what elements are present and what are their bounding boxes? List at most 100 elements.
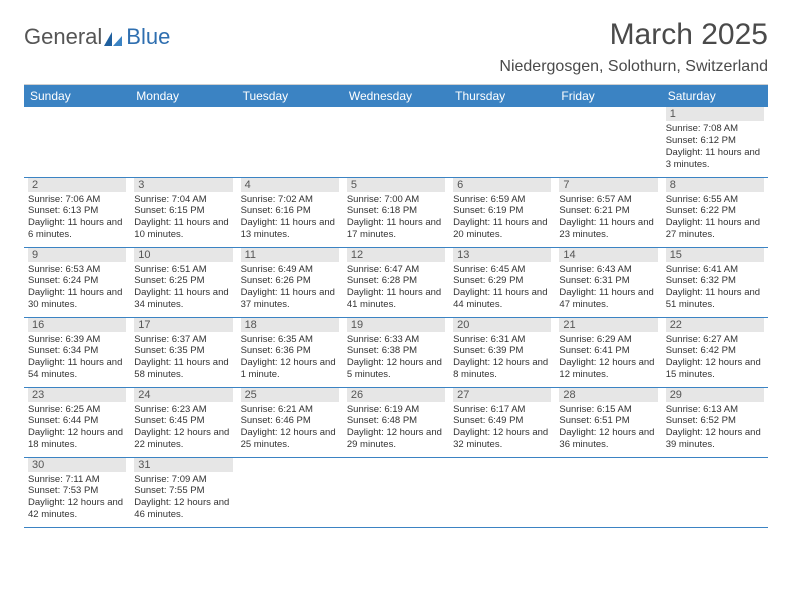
weekday-header: Saturday (662, 85, 768, 107)
day-number: 9 (28, 248, 126, 262)
sunset-text: Sunset: 6:29 PM (453, 275, 551, 287)
sunset-text: Sunset: 6:28 PM (347, 275, 445, 287)
weekday-header: Thursday (449, 85, 555, 107)
sunrise-text: Sunrise: 6:51 AM (134, 264, 232, 276)
day-number: 27 (453, 388, 551, 402)
day-info: Sunrise: 6:57 AMSunset: 6:21 PMDaylight:… (559, 194, 657, 242)
day-info: Sunrise: 7:04 AMSunset: 6:15 PMDaylight:… (134, 194, 232, 242)
calendar-header-row: Sunday Monday Tuesday Wednesday Thursday… (24, 85, 768, 107)
sunrise-text: Sunrise: 6:57 AM (559, 194, 657, 206)
day-info: Sunrise: 6:43 AMSunset: 6:31 PMDaylight:… (559, 264, 657, 312)
sunrise-text: Sunrise: 6:59 AM (453, 194, 551, 206)
sunrise-text: Sunrise: 6:43 AM (559, 264, 657, 276)
day-info: Sunrise: 7:08 AMSunset: 6:12 PMDaylight:… (666, 123, 764, 171)
day-info: Sunrise: 6:17 AMSunset: 6:49 PMDaylight:… (453, 404, 551, 452)
day-info: Sunrise: 6:51 AMSunset: 6:25 PMDaylight:… (134, 264, 232, 312)
weekday-header: Friday (555, 85, 661, 107)
day-number: 22 (666, 318, 764, 332)
daylight-text: Daylight: 11 hours and 20 minutes. (453, 217, 551, 241)
sunset-text: Sunset: 6:34 PM (28, 345, 126, 357)
day-info: Sunrise: 6:59 AMSunset: 6:19 PMDaylight:… (453, 194, 551, 242)
daylight-text: Daylight: 11 hours and 47 minutes. (559, 287, 657, 311)
sunrise-text: Sunrise: 6:35 AM (241, 334, 339, 346)
calendar-cell: 18 Sunrise: 6:35 AMSunset: 6:36 PMDayligh… (237, 317, 343, 387)
day-number: 25 (241, 388, 339, 402)
calendar-cell: 4Sunrise: 7:02 AMSunset: 6:16 PMDaylight… (237, 177, 343, 247)
calendar-cell: 22 Sunrise: 6:27 AMSunset: 6:42 PMDayligh… (662, 317, 768, 387)
calendar-cell: 30Sunrise: 7:11 AMSunset: 7:53 PMDayligh… (24, 457, 130, 527)
sunrise-text: Sunrise: 6:15 AM (559, 404, 657, 416)
calendar-cell (555, 457, 661, 527)
day-info: Sunrise: 6:29 AMSunset: 6:41 PMDaylight:… (559, 334, 657, 382)
daylight-text: Daylight: 11 hours and 10 minutes. (134, 217, 232, 241)
day-number: 13 (453, 248, 551, 262)
sunrise-text: Sunrise: 7:06 AM (28, 194, 126, 206)
daylight-text: Daylight: 12 hours and 32 minutes. (453, 427, 551, 451)
day-number: 16 (28, 318, 126, 332)
calendar-cell: 5 Sunrise: 7:00 AMSunset: 6:18 PMDaylight… (343, 177, 449, 247)
calendar-week-row: 9Sunrise: 6:53 AMSunset: 6:24 PMDaylight… (24, 247, 768, 317)
sunrise-text: Sunrise: 7:04 AM (134, 194, 232, 206)
sunset-text: Sunset: 6:22 PM (666, 205, 764, 217)
sunrise-text: Sunrise: 6:41 AM (666, 264, 764, 276)
sunset-text: Sunset: 6:35 PM (134, 345, 232, 357)
day-info: Sunrise: 7:00 AMSunset: 6:18 PMDaylight:… (347, 194, 445, 242)
daylight-text: Daylight: 11 hours and 3 minutes. (666, 147, 764, 171)
sunset-text: Sunset: 6:21 PM (559, 205, 657, 217)
daylight-text: Daylight: 12 hours and 8 minutes. (453, 357, 551, 381)
daylight-text: Daylight: 11 hours and 6 minutes. (28, 217, 126, 241)
sunset-text: Sunset: 6:41 PM (559, 345, 657, 357)
sunset-text: Sunset: 6:31 PM (559, 275, 657, 287)
brand-second: Blue (126, 24, 170, 50)
sunrise-text: Sunrise: 6:31 AM (453, 334, 551, 346)
calendar-cell: 11Sunrise: 6:49 AMSunset: 6:26 PMDayligh… (237, 247, 343, 317)
sunset-text: Sunset: 6:13 PM (28, 205, 126, 217)
calendar-cell: 27 Sunrise: 6:17 AMSunset: 6:49 PMDayligh… (449, 387, 555, 457)
sunrise-text: Sunrise: 7:09 AM (134, 474, 232, 486)
calendar-cell: 9Sunrise: 6:53 AMSunset: 6:24 PMDaylight… (24, 247, 130, 317)
daylight-text: Daylight: 12 hours and 39 minutes. (666, 427, 764, 451)
sunrise-text: Sunrise: 6:25 AM (28, 404, 126, 416)
day-info: Sunrise: 7:09 AMSunset: 7:55 PMDaylight:… (134, 474, 232, 522)
day-info: Sunrise: 6:35 AMSunset: 6:36 PMDaylight:… (241, 334, 339, 382)
day-info: Sunrise: 6:27 AMSunset: 6:42 PMDaylight:… (666, 334, 764, 382)
day-number: 18 (241, 318, 339, 332)
day-info: Sunrise: 6:55 AMSunset: 6:22 PMDaylight:… (666, 194, 764, 242)
day-number: 19 (347, 318, 445, 332)
sunset-text: Sunset: 6:16 PM (241, 205, 339, 217)
day-number: 10 (134, 248, 232, 262)
day-info: Sunrise: 6:19 AMSunset: 6:48 PMDaylight:… (347, 404, 445, 452)
day-info: Sunrise: 6:21 AMSunset: 6:46 PMDaylight:… (241, 404, 339, 452)
calendar-week-row: 23Sunrise: 6:25 AMSunset: 6:44 PMDayligh… (24, 387, 768, 457)
day-number: 12 (347, 248, 445, 262)
sunset-text: Sunset: 6:39 PM (453, 345, 551, 357)
sunrise-text: Sunrise: 6:17 AM (453, 404, 551, 416)
day-info: Sunrise: 6:13 AMSunset: 6:52 PMDaylight:… (666, 404, 764, 452)
daylight-text: Daylight: 12 hours and 5 minutes. (347, 357, 445, 381)
calendar-week-row: 30Sunrise: 7:11 AMSunset: 7:53 PMDayligh… (24, 457, 768, 527)
calendar-cell (130, 107, 236, 177)
sunset-text: Sunset: 6:12 PM (666, 135, 764, 147)
daylight-text: Daylight: 11 hours and 37 minutes. (241, 287, 339, 311)
calendar-cell: 2Sunrise: 7:06 AMSunset: 6:13 PMDaylight… (24, 177, 130, 247)
page-header: General Blue March 2025 Niedergosgen, So… (24, 18, 768, 76)
sunset-text: Sunset: 6:45 PM (134, 415, 232, 427)
calendar-cell (449, 457, 555, 527)
day-number: 20 (453, 318, 551, 332)
weekday-header: Sunday (24, 85, 130, 107)
day-number: 5 (347, 178, 445, 192)
sunset-text: Sunset: 6:49 PM (453, 415, 551, 427)
sunset-text: Sunset: 6:48 PM (347, 415, 445, 427)
sunrise-text: Sunrise: 6:13 AM (666, 404, 764, 416)
sunrise-text: Sunrise: 7:08 AM (666, 123, 764, 135)
sunset-text: Sunset: 6:44 PM (28, 415, 126, 427)
sunrise-text: Sunrise: 7:02 AM (241, 194, 339, 206)
brand-first: General (24, 24, 102, 50)
sunset-text: Sunset: 6:36 PM (241, 345, 339, 357)
calendar-week-row: 16Sunrise: 6:39 AMSunset: 6:34 PMDayligh… (24, 317, 768, 387)
daylight-text: Daylight: 11 hours and 41 minutes. (347, 287, 445, 311)
calendar-cell (449, 107, 555, 177)
day-number: 14 (559, 248, 657, 262)
sunset-text: Sunset: 7:55 PM (134, 485, 232, 497)
sunrise-text: Sunrise: 6:21 AM (241, 404, 339, 416)
